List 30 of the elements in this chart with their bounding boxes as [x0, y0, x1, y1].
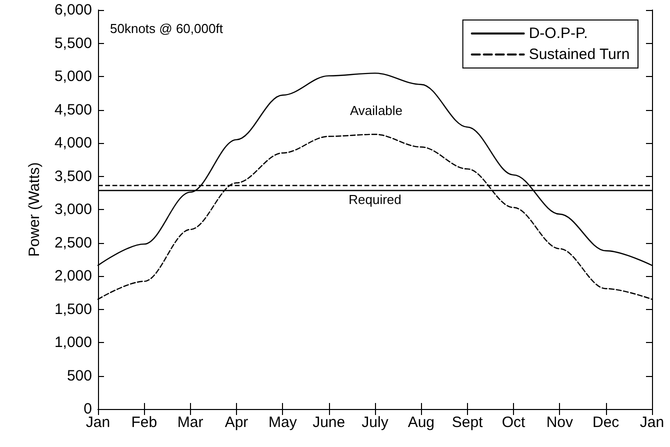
x-tick-label: Aug	[408, 414, 435, 431]
x-tick-label: July	[362, 414, 389, 431]
y-tick-label: 4,500	[54, 101, 92, 118]
x-tick-label: Mar	[177, 414, 204, 431]
y-tick-label: 1,000	[54, 334, 92, 351]
y-tick-label: 3,500	[54, 168, 92, 185]
y-tick-label: 2,500	[54, 234, 92, 252]
y-tick-label: 5,000	[54, 68, 92, 85]
annotation: Available	[350, 103, 403, 118]
y-tick-label: 5,500	[54, 34, 92, 52]
x-tick-label: May	[268, 414, 298, 431]
annotation: 50knots @ 60,000ft	[110, 21, 224, 36]
y-tick-label: 500	[66, 367, 92, 384]
legend-label: D-O.P-P.	[528, 25, 588, 42]
x-tick-label: Dec	[592, 414, 620, 431]
y-tick-label: 2,000	[54, 268, 92, 284]
ref-line-label: Required	[348, 192, 402, 208]
y-tick-label: 3,000	[54, 201, 92, 218]
x-tick-label: Sept	[452, 414, 484, 431]
legend-label: Sustained Turn	[528, 46, 630, 63]
x-tick-label: Nov	[546, 414, 574, 431]
x-tick-label: Apr	[224, 414, 248, 431]
x-tick-label: Jan	[640, 414, 664, 431]
x-tick-label: Feb	[131, 414, 158, 431]
y-tick-label: 1,500	[54, 300, 92, 318]
x-tick-label: June	[312, 414, 346, 431]
x-tick-label: Oct	[502, 414, 526, 431]
y-axis-title: Power (Watts)	[26, 162, 43, 257]
y-tick-label: 6,000	[54, 2, 92, 18]
y-tick-label: 4,000	[54, 134, 92, 152]
